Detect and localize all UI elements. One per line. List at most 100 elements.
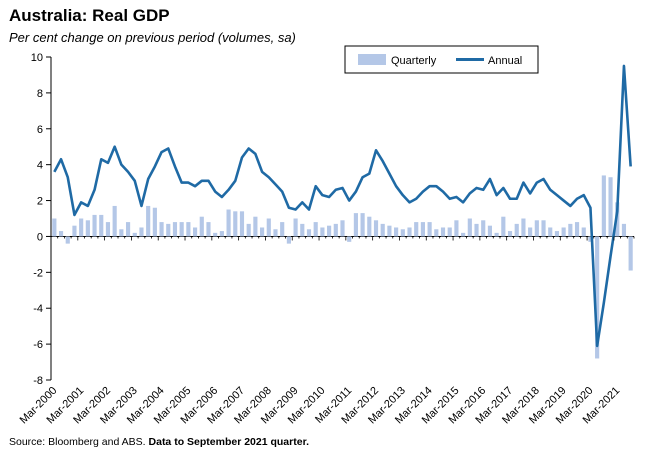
y-tick-label: -8 — [33, 375, 43, 387]
quarterly-bar — [253, 216, 258, 237]
quarterly-bar — [541, 220, 546, 237]
quarterly-bar — [273, 229, 278, 237]
quarterly-bar — [119, 229, 124, 237]
quarterly-bar — [595, 236, 600, 359]
quarterly-bar — [199, 216, 204, 237]
quarterly-bar — [588, 236, 593, 242]
quarterly-bar — [58, 231, 64, 237]
y-tick-label: 6 — [37, 124, 43, 136]
quarterly-bar — [52, 218, 57, 237]
quarterly-bar — [293, 218, 298, 237]
quarterly-bar — [481, 220, 486, 237]
quarterly-bar — [213, 232, 218, 237]
y-tick-label: 10 — [31, 52, 43, 64]
quarterly-bar — [166, 223, 171, 237]
axis-ticks: -8-6-4-20246810Mar-2000Mar-2001Mar-2002M… — [18, 52, 635, 426]
quarterly-bar — [434, 229, 439, 237]
quarterly-bar — [280, 222, 285, 237]
quarterly-bar — [440, 227, 446, 237]
quarterly-bar — [528, 227, 533, 237]
quarterly-bar — [99, 214, 104, 237]
quarterly-bar — [72, 225, 77, 237]
chart-axes — [50, 57, 634, 380]
quarterly-bar — [132, 232, 137, 237]
quarterly-bar — [192, 227, 198, 237]
quarterly-bar — [514, 223, 519, 237]
quarterly-bar — [125, 222, 131, 237]
quarterly-bar — [568, 223, 573, 237]
quarterly-bar — [407, 227, 412, 237]
quarterly-bar — [461, 232, 466, 237]
quarterly-bar — [266, 218, 271, 237]
quarterly-bar — [112, 205, 117, 237]
quarterly-bar — [367, 216, 372, 237]
quarterly-bar — [387, 225, 392, 237]
quarterly-bar — [246, 223, 251, 237]
quarterly-bar — [313, 222, 318, 237]
quarterly-bar — [608, 177, 613, 237]
quarterly-bar — [347, 236, 352, 242]
quarterly-bar — [447, 227, 452, 237]
quarterly-bar — [286, 236, 291, 244]
legend-swatch-quarterly — [358, 54, 386, 65]
quarterly-bar — [621, 223, 627, 237]
legend: Quarterly Annual — [344, 45, 539, 74]
quarterly-bar — [628, 236, 633, 271]
y-tick-label: 4 — [37, 160, 43, 172]
quarterly-bar — [333, 223, 338, 237]
quarterly-bar — [146, 205, 151, 237]
quarterly-bar — [320, 227, 325, 237]
quarterly-bar — [373, 220, 379, 237]
quarterly-bar — [474, 223, 479, 237]
quarterly-bar — [260, 227, 265, 237]
quarterly-bar — [85, 220, 90, 237]
chart-title: Australia: Real GDP — [9, 6, 170, 25]
quarterly-bar — [186, 222, 191, 237]
source-bold: Data to September 2021 quarter. — [148, 436, 309, 448]
quarterly-bars — [52, 175, 633, 359]
quarterly-bar — [414, 222, 419, 237]
quarterly-bar — [420, 222, 425, 237]
quarterly-bar — [507, 231, 513, 237]
y-tick-label: 2 — [37, 196, 43, 208]
quarterly-bar — [534, 220, 539, 237]
y-tick-label: 0 — [37, 231, 43, 243]
legend-label-quarterly: Quarterly — [391, 55, 437, 67]
quarterly-bar — [105, 222, 111, 237]
quarterly-bar — [239, 211, 245, 237]
quarterly-bar — [79, 218, 84, 237]
y-tick-label: -6 — [33, 339, 43, 351]
y-tick-label: 8 — [37, 88, 43, 100]
quarterly-bar — [487, 225, 493, 237]
legend-label-annual: Annual — [488, 55, 522, 67]
quarterly-bar — [340, 220, 345, 237]
quarterly-bar — [467, 218, 472, 237]
quarterly-bar — [521, 218, 526, 237]
quarterly-bar — [454, 220, 459, 237]
quarterly-bar — [548, 227, 553, 237]
quarterly-bar — [206, 222, 211, 237]
source-note: Source: Bloomberg and ABS. Data to Septe… — [9, 436, 309, 448]
quarterly-bar — [159, 222, 164, 237]
quarterly-bar — [581, 227, 586, 237]
quarterly-bar — [554, 231, 560, 237]
quarterly-bar — [501, 216, 506, 237]
quarterly-bar — [139, 227, 144, 237]
chart-subtitle: Per cent change on previous period (volu… — [9, 30, 296, 45]
quarterly-bar — [574, 222, 580, 237]
quarterly-bar — [353, 213, 358, 237]
quarterly-bar — [427, 222, 432, 237]
quarterly-bar — [233, 211, 238, 237]
quarterly-bar — [360, 213, 365, 237]
quarterly-bar — [152, 207, 157, 237]
quarterly-bar — [179, 222, 184, 237]
quarterly-bar — [226, 209, 231, 237]
annual-line-group — [53, 64, 632, 348]
quarterly-bar — [306, 229, 312, 237]
quarterly-bar — [300, 223, 305, 237]
quarterly-bar — [92, 214, 97, 237]
quarterly-bar — [65, 236, 70, 244]
quarterly-bar — [601, 175, 606, 237]
annual-line — [53, 64, 632, 348]
